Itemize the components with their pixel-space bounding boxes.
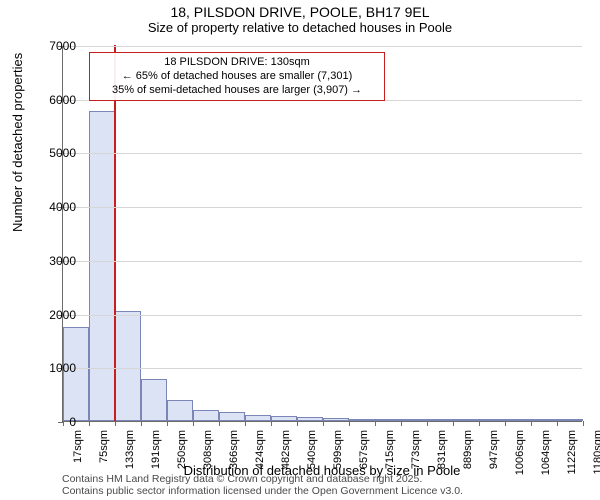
x-tick: [89, 421, 90, 426]
y-tick-label: 0: [36, 415, 76, 429]
x-tick: [453, 421, 454, 426]
histogram-bar: [297, 417, 323, 421]
footer-line1: Contains HM Land Registry data © Crown c…: [62, 473, 463, 486]
histogram-bar: [245, 415, 271, 421]
x-tick-label: 1180sqm: [592, 430, 600, 474]
x-tick: [245, 421, 246, 426]
x-tick: [349, 421, 350, 426]
histogram-bar: [323, 418, 349, 421]
histogram-bar: [89, 111, 115, 421]
y-tick-label: 4000: [36, 200, 76, 214]
histogram-bars: [63, 46, 582, 421]
y-tick-label: 1000: [36, 361, 76, 375]
histogram-bar: [505, 419, 531, 421]
histogram-bar: [479, 419, 505, 421]
gridline: [63, 46, 582, 47]
x-tick: [427, 421, 428, 426]
gridline: [63, 261, 582, 262]
annotation-line3: 35% of semi-detached houses are larger (…: [96, 84, 378, 98]
histogram-bar: [193, 410, 219, 421]
y-tick-label: 3000: [36, 254, 76, 268]
gridline: [63, 153, 582, 154]
x-tick: [479, 421, 480, 426]
x-tick-label: 75sqm: [98, 430, 110, 463]
y-tick-label: 2000: [36, 308, 76, 322]
histogram-bar: [427, 419, 453, 421]
histogram-bar: [115, 311, 141, 421]
annotation-box: 18 PILSDON DRIVE: 130sqm ← 65% of detach…: [89, 52, 385, 101]
x-tick: [401, 421, 402, 426]
annotation-line1: 18 PILSDON DRIVE: 130sqm: [96, 56, 378, 70]
histogram-bar: [271, 416, 297, 421]
chart-title-sub: Size of property relative to detached ho…: [0, 20, 600, 35]
chart-plot-area: 17sqm75sqm133sqm191sqm250sqm308sqm366sqm…: [62, 46, 582, 422]
y-tick-label: 6000: [36, 93, 76, 107]
property-marker-line: [114, 45, 116, 421]
histogram-bar: [349, 419, 375, 421]
x-tick-label: 17sqm: [72, 430, 84, 463]
histogram-bar: [401, 419, 427, 421]
y-tick-label: 5000: [36, 146, 76, 160]
chart-title-block: 18, PILSDON DRIVE, POOLE, BH17 9EL Size …: [0, 0, 600, 35]
x-tick: [323, 421, 324, 426]
footer-attribution: Contains HM Land Registry data © Crown c…: [62, 473, 463, 498]
y-tick-label: 7000: [36, 39, 76, 53]
x-tick: [193, 421, 194, 426]
x-tick: [297, 421, 298, 426]
histogram-bar: [557, 419, 583, 421]
x-tick: [583, 421, 584, 426]
x-tick: [531, 421, 532, 426]
x-tick: [375, 421, 376, 426]
y-axis-label: Number of detached properties: [10, 53, 25, 232]
x-tick: [219, 421, 220, 426]
x-tick: [167, 421, 168, 426]
histogram-bar: [219, 412, 245, 421]
histogram-bar: [531, 419, 557, 421]
footer-line2: Contains public sector information licen…: [62, 485, 463, 498]
gridline: [63, 207, 582, 208]
histogram-bar: [167, 400, 193, 421]
x-tick: [505, 421, 506, 426]
annotation-line2: ← 65% of detached houses are smaller (7,…: [96, 70, 378, 84]
chart-title-main: 18, PILSDON DRIVE, POOLE, BH17 9EL: [0, 4, 600, 20]
gridline: [63, 368, 582, 369]
gridline: [63, 315, 582, 316]
histogram-bar: [141, 379, 167, 421]
x-tick: [115, 421, 116, 426]
x-tick: [141, 421, 142, 426]
histogram-bar: [375, 419, 401, 421]
x-tick: [557, 421, 558, 426]
x-tick: [271, 421, 272, 426]
histogram-bar: [453, 419, 479, 421]
